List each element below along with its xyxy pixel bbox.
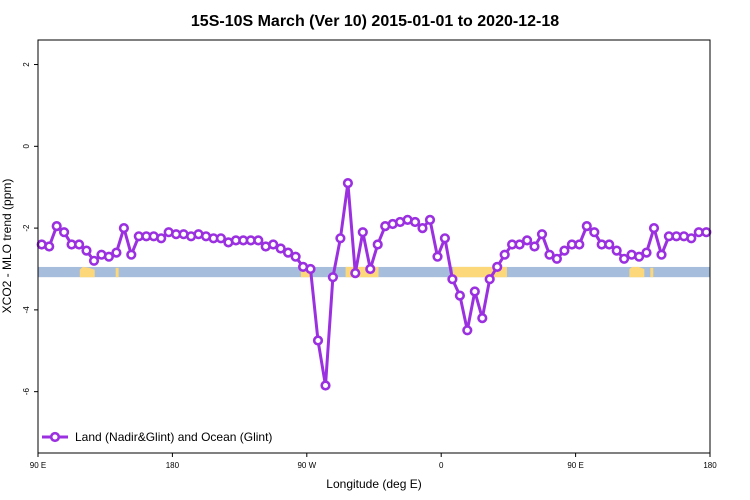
data-point <box>275 243 286 254</box>
data-point <box>521 235 533 246</box>
data-point <box>604 239 615 250</box>
data-point <box>417 223 428 234</box>
data-point <box>432 251 443 262</box>
data-point <box>641 247 652 258</box>
data-point <box>320 380 331 391</box>
data-point <box>410 216 421 228</box>
data-point <box>253 235 264 246</box>
data-point <box>73 239 85 250</box>
data-point <box>372 239 383 250</box>
y-tick-label: 2 <box>22 62 31 67</box>
data-point <box>484 274 495 285</box>
data-point <box>648 223 660 234</box>
data-point <box>559 245 570 256</box>
data-point <box>581 221 592 232</box>
x-axis: 90 E 180 90 W 0 90 E 180 <box>30 453 717 470</box>
y-tick-label: -6 <box>22 388 31 396</box>
x-tick-label: 90 E <box>567 461 583 470</box>
data-point <box>327 272 339 283</box>
plot-frame <box>37 39 711 454</box>
data-point <box>477 313 488 324</box>
data-point <box>103 251 114 262</box>
data-point <box>156 233 167 244</box>
data-point <box>656 249 667 260</box>
data-point <box>88 255 100 266</box>
y-tick-label: 0 <box>22 144 31 149</box>
land-segment <box>650 267 654 278</box>
x-tick-label: 90 W <box>297 461 316 470</box>
data-point <box>58 227 70 238</box>
x-tick-label: 180 <box>703 461 717 470</box>
data-point <box>126 249 137 260</box>
data-point <box>536 229 548 240</box>
legend-label: Land (Nadir&Glint) and Ocean (Glint) <box>75 430 272 444</box>
data-point <box>574 239 585 250</box>
data-point <box>469 286 480 297</box>
x-tick-label: 180 <box>166 461 180 470</box>
series-line-layer <box>41 181 707 387</box>
data-point <box>447 274 458 285</box>
data-point <box>365 263 376 275</box>
land-segment <box>79 266 95 278</box>
data-point <box>357 227 368 238</box>
y-tick-label: -2 <box>22 224 31 232</box>
data-point <box>611 245 622 256</box>
data-point <box>439 233 451 244</box>
data-point <box>335 233 346 244</box>
data-point <box>342 178 354 189</box>
data-point <box>268 239 279 250</box>
y-axis: 2 0 -2 -4 -6 <box>22 62 38 395</box>
x-tick-label: 90 E <box>30 461 46 470</box>
y-axis-label: XCO2 - MLO trend (ppm) <box>0 179 14 314</box>
series-points-layer <box>36 178 712 391</box>
data-point <box>499 249 510 260</box>
data-point <box>350 268 361 279</box>
y-tick-label: -4 <box>22 306 31 314</box>
data-point <box>462 325 473 336</box>
data-point <box>290 251 301 262</box>
data-point <box>111 247 122 258</box>
data-point <box>701 227 712 238</box>
data-point <box>589 227 600 238</box>
data-point <box>551 253 563 264</box>
data-point <box>305 263 316 275</box>
data-point <box>514 239 525 250</box>
data-point <box>492 261 503 273</box>
x-tick-label: 0 <box>439 461 444 470</box>
data-point <box>529 241 540 252</box>
data-point <box>283 247 294 258</box>
series-line <box>41 181 707 387</box>
land-segment <box>115 267 119 278</box>
data-point <box>424 214 436 225</box>
data-point <box>312 335 324 346</box>
data-point <box>51 221 62 232</box>
data-point <box>81 245 92 256</box>
data-point <box>44 241 55 252</box>
data-point <box>544 249 555 260</box>
data-point <box>686 233 697 244</box>
data-point <box>215 233 226 244</box>
x-axis-label: Longitude (deg E) <box>326 477 421 491</box>
land-segment <box>629 266 645 278</box>
data-point <box>454 290 466 301</box>
data-point <box>118 223 129 234</box>
data-point <box>633 251 645 262</box>
legend-marker-swatch <box>49 431 61 443</box>
legend: Land (Nadir&Glint) and Ocean (Glint) <box>42 430 272 444</box>
chart-title: 15S-10S March (Ver 10) 2015-01-01 to 202… <box>191 13 559 30</box>
data-point <box>618 253 630 264</box>
